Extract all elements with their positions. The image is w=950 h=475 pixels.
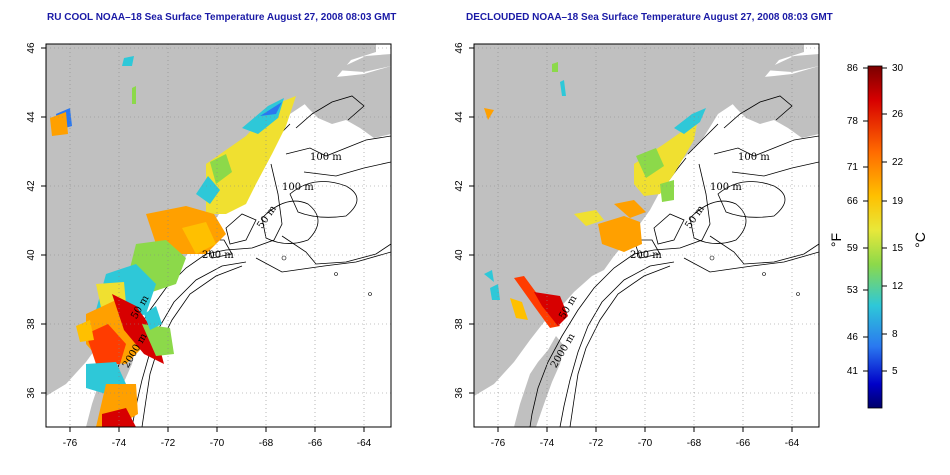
right-map-panel: 100 m 100 m 50 m 200 m 2000 m 50 m -76 -… bbox=[454, 42, 820, 449]
contour-label: 100 m bbox=[310, 152, 342, 163]
fahrenheit-tick: 46 bbox=[847, 332, 859, 343]
y-tick-label: 46 bbox=[26, 42, 37, 54]
celsius-unit-label: °C bbox=[912, 232, 928, 248]
x-tick-label: -74 bbox=[112, 438, 127, 449]
y-tick-label: 42 bbox=[26, 180, 37, 192]
sst-swath-right bbox=[484, 62, 706, 328]
x-tick-label: -64 bbox=[785, 438, 800, 449]
left-panel-title: RU COOL NOAA–18 Sea Surface Temperature … bbox=[47, 12, 397, 23]
fahrenheit-tick: 86 bbox=[847, 63, 859, 74]
x-tick-label: -66 bbox=[308, 438, 323, 449]
fahrenheit-tick: 71 bbox=[847, 162, 859, 173]
right-panel-title: DECLOUDED NOAA–18 Sea Surface Temperatur… bbox=[466, 12, 833, 23]
celsius-tick: 15 bbox=[892, 243, 904, 254]
y-tick-label: 36 bbox=[26, 387, 37, 399]
y-tick-label: 44 bbox=[26, 111, 37, 123]
fahrenheit-unit-label: °F bbox=[828, 233, 844, 247]
x-tick-label: -66 bbox=[736, 438, 751, 449]
celsius-tick: 26 bbox=[892, 109, 904, 120]
x-tick-label: -76 bbox=[491, 438, 506, 449]
celsius-tick: 8 bbox=[892, 329, 898, 340]
y-tick-label: 40 bbox=[454, 249, 465, 261]
fahrenheit-tick: 53 bbox=[847, 285, 859, 296]
x-tick-label: -76 bbox=[63, 438, 78, 449]
x-tick-label: -68 bbox=[259, 438, 274, 449]
fahrenheit-tick: 66 bbox=[847, 196, 859, 207]
fahrenheit-tick: 78 bbox=[847, 116, 859, 127]
fahrenheit-tick: 41 bbox=[847, 366, 859, 377]
fahrenheit-tick: 59 bbox=[847, 243, 859, 254]
y-tick-label: 38 bbox=[454, 318, 465, 330]
y-tick-label: 40 bbox=[26, 249, 37, 261]
x-tick-label: -70 bbox=[210, 438, 225, 449]
x-tick-label: -70 bbox=[638, 438, 653, 449]
y-tick-label: 36 bbox=[454, 387, 465, 399]
x-tick-label: -64 bbox=[357, 438, 372, 449]
celsius-tick: 19 bbox=[892, 196, 904, 207]
x-tick-label: -74 bbox=[540, 438, 555, 449]
y-tick-label: 42 bbox=[454, 180, 465, 192]
celsius-tick: 12 bbox=[892, 281, 904, 292]
celsius-tick: 22 bbox=[892, 157, 904, 168]
contour-label: 100 m bbox=[710, 182, 742, 193]
x-tick-label: -72 bbox=[589, 438, 604, 449]
x-tick-label: -72 bbox=[161, 438, 176, 449]
contour-label: 100 m bbox=[738, 152, 770, 163]
contour-label: 200 m bbox=[630, 250, 662, 261]
celsius-tick: 5 bbox=[892, 366, 898, 377]
contour-label: 200 m bbox=[202, 250, 234, 261]
left-map-panel: 100 m 100 m 50 m 200 m 2000 m 50 m -76 -… bbox=[26, 42, 392, 449]
x-tick-label: -68 bbox=[687, 438, 702, 449]
y-tick-label: 38 bbox=[26, 318, 37, 330]
temperature-colorbar: 86 78 71 66 59 53 46 41 30 26 22 19 15 1… bbox=[828, 63, 928, 409]
y-tick-label: 44 bbox=[454, 111, 465, 123]
sst-swath-left bbox=[50, 56, 296, 427]
celsius-tick: 30 bbox=[892, 63, 904, 74]
y-tick-label: 46 bbox=[454, 42, 465, 54]
contour-label: 100 m bbox=[282, 182, 314, 193]
